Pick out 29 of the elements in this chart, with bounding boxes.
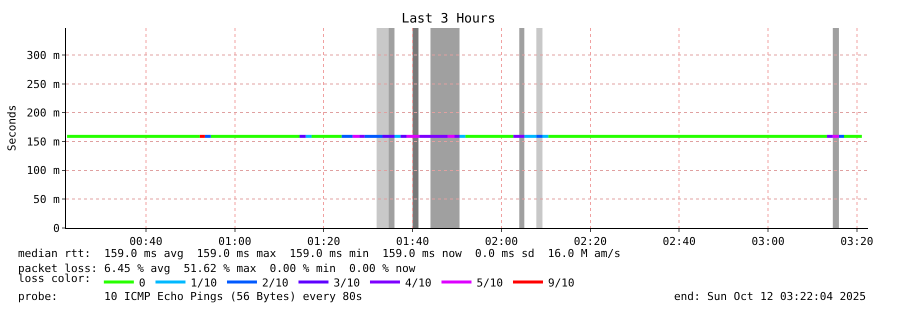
x-tick-label: 02:40 bbox=[662, 235, 696, 248]
y-tick-label: 200 m bbox=[26, 106, 60, 120]
y-tick-label: 50 m bbox=[33, 193, 60, 206]
text: packet loss: 6.45 % avg 51.62 % max 0.00 % min 0.00 % now bbox=[18, 262, 416, 275]
y-tick-label: 150 m bbox=[26, 135, 60, 148]
text: probe: 10 ICMP Echo Pings (56 Bytes) every 80s bbox=[18, 290, 362, 303]
y-tick-label: 100 m bbox=[26, 164, 60, 178]
legend-label: 4/10 bbox=[404, 276, 432, 290]
legend-label: 2/10 bbox=[262, 276, 288, 290]
legend-label: 0 bbox=[138, 276, 146, 290]
x-tick-label: 02:00 bbox=[484, 235, 518, 248]
x-tick-label: 01:00 bbox=[218, 235, 252, 248]
legend-label: 9/10 bbox=[548, 276, 574, 290]
text: median rtt: 159.0 ms avg 159.0 ms max 159.0 ms min 159.0 ms now 0.0 ms sd 16.0 M am/s bbox=[18, 247, 621, 260]
y-tick-label: 250 m bbox=[26, 78, 60, 91]
legend-label: 1/10 bbox=[190, 276, 217, 290]
x-tick-label: 01:40 bbox=[396, 235, 430, 248]
chart-title: Last 3 Hours bbox=[402, 12, 496, 27]
legend-label: 3/10 bbox=[333, 276, 360, 290]
x-tick-label: 03:20 bbox=[840, 235, 874, 248]
text: end: Sun Oct 12 03:22:04 2025 bbox=[674, 290, 866, 303]
x-tick-label: 00:40 bbox=[129, 235, 162, 248]
y-axis-title: Seconds bbox=[5, 104, 18, 152]
x-tick-label: 01:20 bbox=[307, 235, 340, 248]
x-tick-label: 03:00 bbox=[751, 235, 785, 248]
y-tick-label: 0 bbox=[53, 222, 60, 235]
legend-label: 5/10 bbox=[476, 276, 503, 290]
y-tick-label: 300 m bbox=[26, 48, 60, 62]
x-tick-label: 02:20 bbox=[574, 235, 607, 248]
